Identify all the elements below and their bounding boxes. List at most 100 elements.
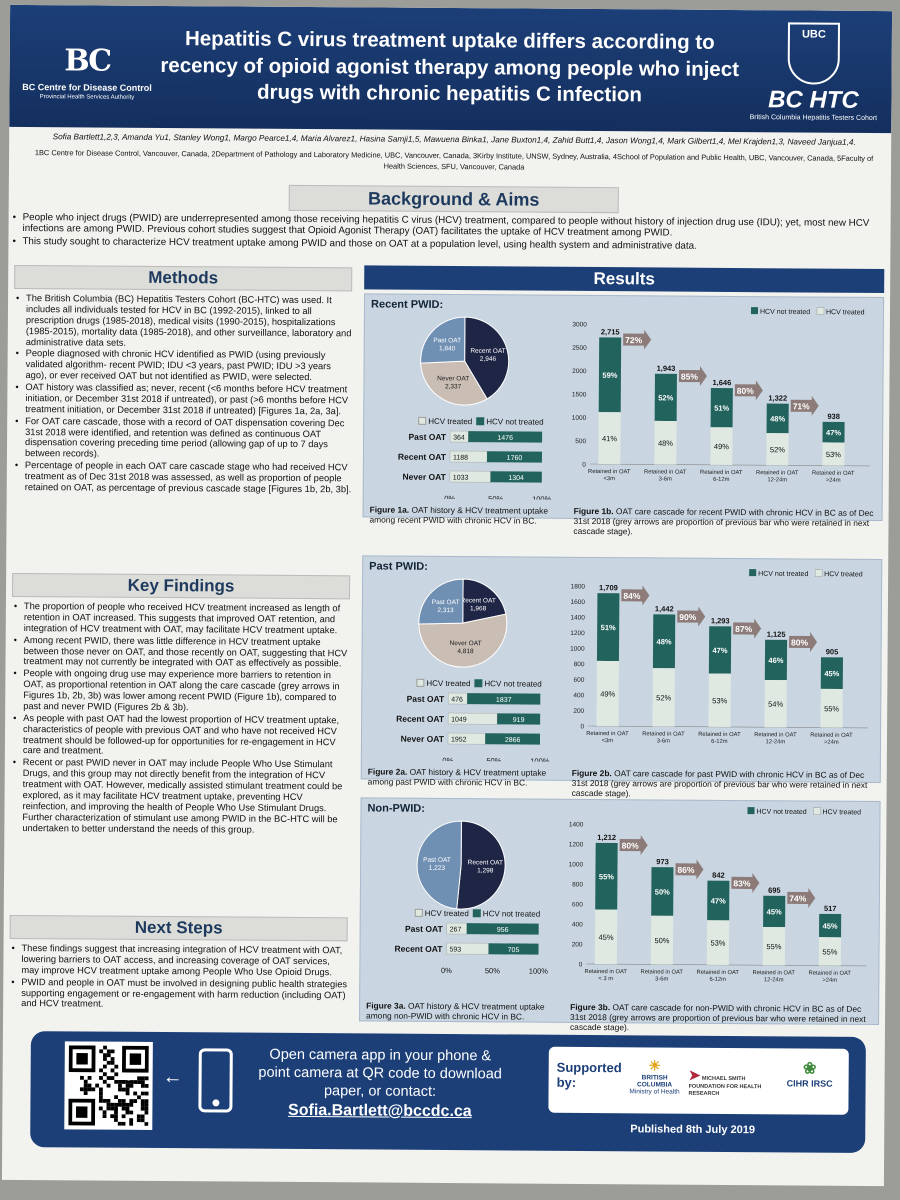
bar-not-treated-pct: 48% (770, 414, 785, 423)
qr-module (144, 1122, 149, 1126)
figure-caption-b: Figure 2b. OAT care cascade for past PWI… (572, 768, 877, 800)
y-axis-tick: 1800 (571, 583, 586, 590)
bar-not-treated (595, 842, 618, 910)
qr-module (121, 1099, 126, 1103)
bar-treated-pct: 55% (766, 942, 781, 951)
pie-label-line: Recent OAT (468, 859, 503, 866)
qr-module (118, 1080, 122, 1084)
contact-email-link[interactable]: Sofia.Bartlett@bccdc.ca (288, 1101, 472, 1121)
x-axis-category: 3-6m (657, 738, 670, 744)
legend-treated: HCV treated (426, 678, 471, 689)
bar-not-treated-pct: 48% (657, 637, 672, 646)
qr-module (144, 1083, 149, 1088)
not-treated-swatch (476, 417, 485, 426)
qr-module (83, 1087, 88, 1092)
qr-module (114, 1079, 119, 1084)
pie-label-value: 1,968 (470, 605, 487, 612)
retention-arrow-label: 80% (737, 386, 755, 396)
bar-total-label: 1,709 (599, 583, 618, 592)
qr-module (98, 1106, 103, 1111)
caption-text: OAT care cascade for non-PWID with chron… (569, 1002, 866, 1033)
qr-module (114, 1110, 118, 1115)
qr-module (129, 1080, 134, 1084)
not-treated-swatch (472, 909, 481, 918)
hbar-treated-segment (447, 712, 498, 725)
bar-total-label: 1,212 (597, 833, 616, 842)
hbar-category-label: Never OAT (401, 734, 445, 744)
legend-swatch-not-treated (750, 307, 759, 315)
qr-finder-center (76, 1053, 88, 1065)
findings-bullets: The proportion of people who received HC… (12, 601, 352, 837)
bar-treated (706, 920, 730, 965)
pie-slice-past-oat (420, 316, 466, 364)
qr-module (106, 1053, 111, 1058)
retention-arrow (787, 888, 816, 909)
bccdc-org-name: BC Centre for Disease Control (22, 82, 152, 93)
qr-module (87, 1083, 92, 1088)
qr-module (91, 1087, 96, 1092)
qr-module (114, 1064, 119, 1069)
qr-finder-center (129, 1053, 142, 1065)
treated-swatch (418, 417, 427, 426)
msfhr-icon: ➤ (688, 1066, 701, 1083)
bar-not-treated-pct: 45% (767, 907, 782, 916)
methods-bullets: The British Columbia (BC) Hepatitis Test… (15, 293, 354, 496)
x-axis-category: Retained in OAT (586, 731, 629, 737)
y-axis-tick: 2000 (572, 368, 587, 375)
x-axis-category: 12-24m (766, 739, 786, 745)
qr-module (102, 1114, 107, 1119)
y-axis-tick: 1200 (569, 841, 584, 848)
qr-module (133, 1091, 138, 1096)
bar-treated (598, 412, 621, 465)
hbar-not-treated-value: 1476 (497, 435, 513, 442)
hbar-not-treated-value: 1304 (508, 475, 524, 482)
qr-module (144, 1076, 149, 1081)
pie-label-value: 2,313 (437, 607, 454, 614)
pie-label: Past OAT 1,223 (423, 857, 451, 872)
hbar-axis-tick: 0% (444, 494, 455, 500)
bar-treated-pct: 41% (602, 434, 617, 443)
hbar-category-label: Recent OAT (396, 714, 445, 724)
caption-bold: Figure 2b. (571, 767, 612, 779)
pie-label: Past OAT 2,313 (432, 599, 460, 614)
pie-slice-recent-oat (462, 578, 507, 624)
panel-title: Non-PWID: (367, 802, 425, 815)
bar-treated-pct: 49% (714, 442, 729, 451)
qr-module (125, 1110, 130, 1115)
qr-code-icon[interactable] (64, 1041, 153, 1130)
x-axis-category: Retained in OAT (812, 471, 855, 477)
hbar-not-treated-value: 956 (497, 927, 509, 934)
x-axis-category: Retained in OAT (698, 732, 741, 738)
methods-bullet: For OAT care cascade, those with a recor… (15, 416, 353, 462)
hbar-not-treated-segment (497, 713, 541, 725)
pie-label-line: Past OAT (423, 857, 451, 864)
caption-bold: Figure 3b. (570, 1001, 611, 1013)
hbar-axis-tick: 50% (488, 494, 503, 499)
ubc-bchtc-logos: UBC BC HTC British Columbia Hepatitis Te… (743, 22, 884, 122)
caption-text: OAT care cascade for recent PWID with ch… (573, 506, 874, 537)
bar-treated-pct: 48% (658, 439, 673, 448)
legend-label-not-treated: HCV not treated (760, 309, 810, 316)
qr-module (129, 1102, 134, 1107)
qr-module (83, 1079, 88, 1084)
qr-module (98, 1095, 103, 1099)
qr-module (137, 1076, 142, 1081)
qr-module (114, 1118, 118, 1122)
qr-module (110, 1057, 115, 1061)
qr-module (99, 1076, 103, 1080)
qr-module (137, 1080, 141, 1084)
bar-total-label: 973 (656, 857, 669, 866)
pie-label-value: 1,223 (429, 865, 446, 872)
hbar-axis-tick: 0% (442, 756, 453, 762)
hbar-not-treated-value: 705 (508, 947, 520, 954)
bar-total-label: 2,715 (601, 327, 620, 336)
x-axis-category: 12-24m (767, 477, 787, 483)
retention-arrow (677, 606, 706, 627)
y-axis-tick: 600 (572, 901, 583, 908)
qr-module (125, 1106, 130, 1111)
retention-arrow-label: 80% (622, 841, 640, 851)
bar-not-treated (710, 388, 733, 428)
bar-not-treated-pct: 45% (824, 669, 839, 678)
bar-treated (708, 673, 731, 727)
methods-bullet: Percentage of people in each OAT care ca… (15, 460, 353, 495)
